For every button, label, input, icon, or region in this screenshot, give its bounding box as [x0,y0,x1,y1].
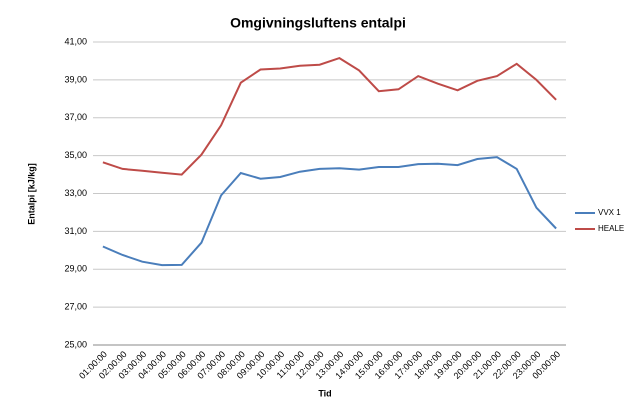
series-line [102,156,557,267]
legend-label: VVX 1 [598,208,621,217]
y-tick-label: 33,00 [64,188,87,198]
y-axis-label: Entalpi [kJ/kg] [26,163,36,225]
y-tick-label: 25,00 [64,339,87,349]
y-tick-label: 29,00 [64,264,87,274]
y-tick-label: 35,00 [64,150,87,160]
y-tick-label: 41,00 [64,36,87,46]
y-tick-label: 27,00 [64,302,87,312]
y-tick-label: 37,00 [64,112,87,122]
chart-title: Omgivningsluftens entalpi [230,15,406,31]
series-line [102,57,557,176]
x-axis-label: Tid [318,388,331,398]
y-tick-label: 39,00 [64,74,87,84]
legend-label: HEALEX [598,224,624,233]
y-tick-label: 31,00 [64,226,87,236]
